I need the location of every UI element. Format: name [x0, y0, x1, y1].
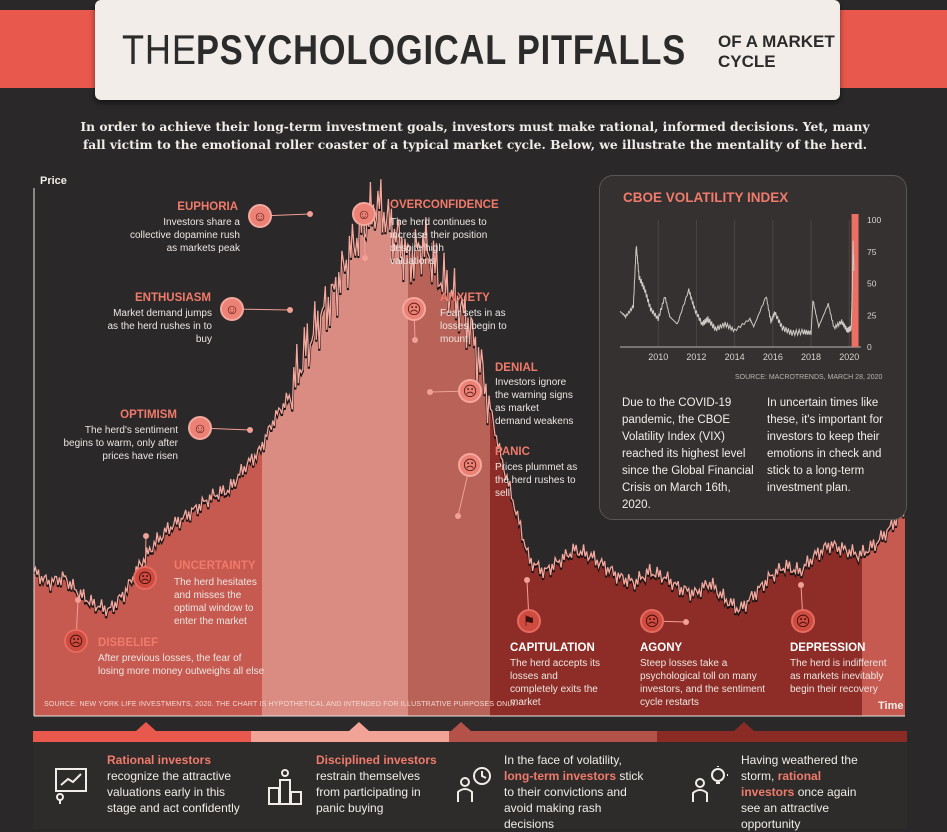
vix-y-tick: 50 — [867, 279, 877, 289]
title-bold: PSYCHOLOGICAL PITFALLS — [196, 26, 687, 73]
x-axis-label: Time — [878, 700, 903, 712]
phase-title-overconfidence: OVERCONFIDENCE — [390, 199, 499, 211]
phase-desc-capitulation: The herd accepts its losses and complete… — [510, 658, 601, 708]
sunglasses-face-icon: ☺ — [352, 202, 376, 226]
lightbulb-person-icon — [690, 765, 730, 812]
smile-face-icon: ☺ — [188, 416, 212, 440]
vix-chart: 2010 2012 2014 2016 2018 2020 0 25 50 75 100 — [619, 214, 881, 362]
phase-desc-enthusiasm: Market demand jumps as the herd rushes i… — [107, 308, 212, 345]
dizzy-face-icon: ☹ — [640, 609, 664, 633]
vix-x-tick: 2014 — [725, 352, 745, 362]
vix-title: CBOE VOLATILITY INDEX — [623, 190, 789, 205]
leader-dot — [524, 577, 530, 583]
anxious-face-icon: ☹ — [402, 297, 426, 321]
phase-desc-optimism: The herd's sentiment begins to warm, onl… — [63, 425, 179, 462]
vix-x-tick: 2016 — [763, 352, 783, 362]
bottom-panel — [33, 742, 907, 829]
leader-dot — [683, 619, 689, 625]
phase-desc-agony: Steep losses take a psychological toll o… — [640, 658, 766, 708]
phase-title-depression: DEPRESSION — [790, 642, 866, 654]
chart-source: SOURCE: NEW YORK LIFE INVESTMENTS, 2020.… — [44, 701, 518, 708]
phase-title-disbelief: DISBELIEF — [98, 637, 159, 649]
phase-title-agony: AGONY — [640, 642, 683, 654]
title-light: THE — [122, 26, 197, 73]
vix-text-left: Due to the COVID-19 pandemic, the CBOE V… — [622, 397, 754, 511]
leader-dot — [143, 533, 149, 539]
phase-title-enthusiasm: ENTHUSIASM — [134, 292, 211, 304]
leader-dot — [427, 389, 433, 395]
vix-x-tick: 2020 — [839, 352, 859, 362]
phase-title-panic: PANIC — [495, 446, 530, 458]
leader-dot — [247, 427, 253, 433]
vix-x-tick: 2010 — [648, 352, 668, 362]
frown-face-icon: ☹ — [458, 379, 482, 403]
bar-recovery — [657, 731, 907, 742]
grin-face-icon: ☺ — [220, 297, 244, 321]
leader-dot — [798, 582, 804, 588]
phase-title-denial: DENIAL — [495, 362, 538, 374]
phase-title-capitulation: CAPITULATION — [510, 642, 595, 654]
y-axis-label: Price — [40, 175, 67, 187]
phase-title-euphoria: EUPHORIA — [177, 201, 238, 213]
title-banner — [95, 0, 840, 100]
phase-desc-overconfidence: The herd continues to increase their pos… — [390, 217, 488, 267]
phase-desc-euphoria: Investors share a collective dopamine ru… — [129, 217, 240, 254]
vix-y-tick: 25 — [867, 310, 877, 320]
sad-face-icon: ☹ — [791, 609, 815, 633]
vix-source: SOURCE: MACROTRENDS, MARCH 28, 2020 — [735, 374, 883, 381]
leader-dot — [362, 255, 368, 261]
bar-markers — [136, 722, 754, 731]
vix-y-tick: 100 — [867, 215, 881, 225]
phase-band-recovery — [862, 503, 905, 716]
phase-title-optimism: OPTIMISM — [120, 409, 177, 421]
phase-title-anxiety: ANXIETY — [440, 292, 490, 304]
vix-spike-highlight — [851, 214, 859, 347]
intro-text: In order to achieve their long-term inve… — [80, 119, 870, 152]
phase-desc-anxiety: Fear sets in as losses begin to mount — [440, 308, 507, 345]
leader-dot — [307, 211, 313, 217]
disbelief-face-icon: ☹ — [64, 629, 88, 653]
phase-desc-uncertainty: The herd hesitates and misses the optima… — [174, 577, 257, 627]
vix-x-tick: 2018 — [801, 352, 821, 362]
bar-rational — [33, 731, 251, 742]
phase-desc-depression: The herd is indifferent as markets inevi… — [790, 658, 887, 695]
card-rational: Rational investors recognize the attract… — [107, 753, 240, 815]
card-recovery: Having weathered the storm, rational inv… — [741, 753, 858, 831]
card-longterm: In the face of volatility, long-term inv… — [504, 753, 644, 831]
phase-band-peak — [262, 179, 408, 717]
worried-face-icon: ☹ — [133, 566, 157, 590]
price-line — [33, 179, 906, 617]
card-disciplined: Disciplined investors restrain themselve… — [316, 753, 437, 815]
leader-dot — [75, 597, 81, 603]
white-flag-icon: ⚑ — [517, 609, 541, 633]
vix-x-tick: 2012 — [686, 352, 706, 362]
vix-y-tick: 75 — [867, 247, 877, 257]
leader-dot — [287, 307, 293, 313]
podium-person-icon — [266, 768, 306, 815]
phase-band-trough — [490, 409, 862, 716]
rising-chart-presentation-icon — [52, 765, 92, 812]
vix-line — [619, 240, 855, 338]
starstruck-face-icon: ☺ — [248, 204, 272, 228]
scared-face-icon: ☹ — [458, 453, 482, 477]
leader-dot — [455, 513, 461, 519]
vix-text-right: In uncertain times like these, it's impo… — [767, 397, 883, 494]
bar-disciplined — [251, 731, 449, 742]
phase-desc-disbelief: After previous losses, the fear of losin… — [98, 653, 265, 677]
vix-y-tick: 0 — [867, 342, 872, 352]
leader-dot — [412, 337, 418, 343]
phase-desc-denial: Investors ignore the warning signs as ma… — [495, 377, 574, 427]
phase-desc-panic: Prices plummet as the herd rushes to sel… — [495, 462, 578, 499]
phase-band-decline — [407, 217, 490, 716]
bar-longterm — [449, 731, 657, 742]
phase-title-uncertainty: UNCERTAINTY — [174, 560, 256, 572]
title-small: OF A MARKET CYCLE — [718, 32, 835, 71]
clock-person-icon — [455, 766, 495, 813]
